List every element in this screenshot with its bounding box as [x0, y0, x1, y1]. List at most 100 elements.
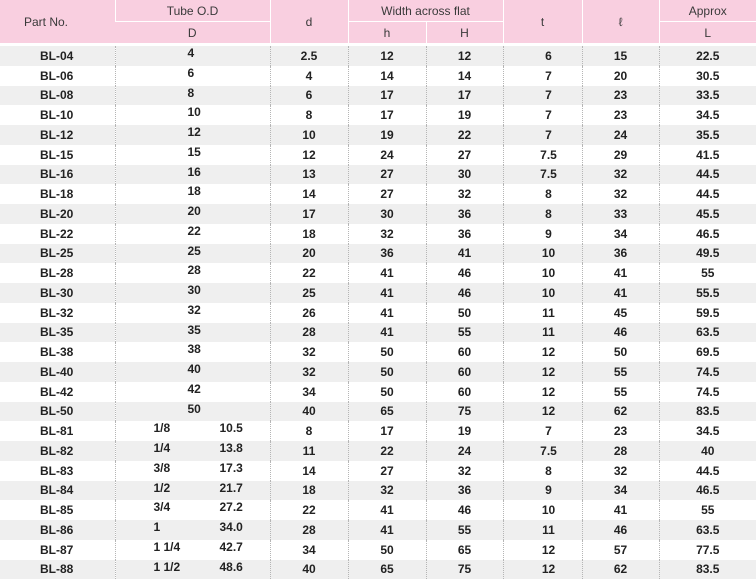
cell-part-no: BL-81	[0, 421, 115, 441]
table-row: BL-84 1/2 21.7 18 32 36 9 34 46.5	[0, 480, 756, 501]
cell-approx-l: 44.5	[658, 460, 756, 481]
table-row: BL-88 1 1/2 48.6 40 65 75 12 62 83.5	[0, 559, 756, 580]
table-row: BL-22 22 18 32 36 9 34 46.5	[0, 223, 756, 244]
cell-tube-od-value: 25	[187, 243, 201, 258]
cell-part-no: BL-30	[0, 283, 115, 303]
cell-h-large: 41	[425, 243, 504, 264]
cell-d: 32	[269, 362, 348, 382]
cell-d: 17	[269, 204, 348, 224]
table-row: BL-87 1 1/4 42.7 34 50 65 12 57 77.5	[0, 539, 756, 560]
cell-l-small: 45	[581, 302, 660, 323]
table-row: BL-82 1/4 13.8 11 22 24 7.5 28 40	[0, 441, 756, 461]
cell-d: 12	[269, 144, 348, 165]
cell-d: 8	[269, 421, 348, 441]
cell-tube-od-inch: 3/4	[153, 500, 171, 515]
cell-tube-od: 35	[114, 322, 270, 343]
table-row: BL-40 40 32 50 60 12 55 74.5	[0, 362, 756, 382]
cell-l-small: 55	[581, 362, 660, 382]
cell-approx-l: 77.5	[658, 539, 756, 560]
cell-part-no: BL-87	[0, 539, 115, 560]
cell-h-large: 75	[425, 401, 504, 422]
header-t: t	[502, 0, 583, 45]
cell-approx-l: 30.5	[658, 65, 756, 86]
cell-t: 7	[502, 125, 583, 145]
cell-d: 22	[269, 500, 348, 520]
header-approx: Approx	[658, 0, 756, 22]
cell-approx-l: 45.5	[658, 204, 756, 224]
cell-part-no: BL-22	[0, 223, 115, 244]
table-row: BL-38 38 32 50 60 12 50 69.5	[0, 342, 756, 362]
cell-approx-l: 46.5	[658, 223, 756, 244]
cell-h-large: 46	[425, 500, 504, 520]
cell-l-small: 50	[581, 342, 660, 362]
cell-tube-od: 50	[114, 401, 270, 422]
cell-t: 12	[502, 362, 583, 382]
cell-h-small: 50	[347, 362, 426, 382]
cell-l-small: 23	[581, 421, 660, 441]
cell-tube-od-value: 38	[187, 342, 201, 357]
cell-h-small: 24	[347, 144, 426, 165]
cell-approx-l: 44.5	[658, 184, 756, 204]
cell-tube-od: 18	[114, 184, 270, 204]
cell-h-large: 27	[425, 144, 504, 165]
cell-t: 8	[502, 204, 583, 224]
cell-approx-l: 35.5	[658, 125, 756, 145]
table-row: BL-42 42 34 50 60 12 55 74.5	[0, 381, 756, 402]
cell-t: 10	[502, 283, 583, 303]
cell-tube-od-value: 22	[187, 223, 201, 238]
cell-tube-od: 1 34.0	[114, 520, 270, 540]
cell-h-small: 50	[347, 342, 426, 362]
table-row: BL-85 3/4 27.2 22 41 46 10 41 55	[0, 500, 756, 520]
header-width-across-flat: Width across flat	[347, 0, 504, 22]
cell-part-no: BL-04	[0, 42, 115, 66]
table-row: BL-50 50 40 65 75 12 62 83.5	[0, 401, 756, 422]
cell-d: 8	[269, 105, 348, 125]
cell-tube-od: 20	[114, 204, 270, 224]
cell-tube-od-value: 18	[187, 184, 201, 199]
cell-tube-od-mm: 48.6	[219, 559, 243, 574]
cell-tube-od: 1/2 21.7	[114, 480, 270, 501]
cell-l-small: 62	[581, 559, 660, 580]
table-row: BL-18 18 14 27 32 8 32 44.5	[0, 184, 756, 204]
cell-h-small: 32	[347, 223, 426, 244]
cell-h-small: 65	[347, 401, 426, 422]
cell-d: 28	[269, 520, 348, 540]
cell-tube-od-value: 4	[187, 46, 195, 60]
cell-t: 12	[502, 381, 583, 402]
cell-d: 28	[269, 322, 348, 343]
cell-h-small: 27	[347, 460, 426, 481]
cell-approx-l: 34.5	[658, 105, 756, 125]
cell-h-small: 27	[347, 164, 426, 185]
cell-approx-l: 69.5	[658, 342, 756, 362]
table-row: BL-15 15 12 24 27 7.5 29 41.5	[0, 144, 756, 165]
cell-l-small: 55	[581, 381, 660, 402]
header-approx-l: L	[658, 21, 756, 45]
cell-tube-od: 22	[114, 223, 270, 244]
cell-t: 7.5	[502, 144, 583, 165]
cell-part-no: BL-42	[0, 381, 115, 402]
table-row: BL-04 4 2.5 12 12 6 15 22.5	[0, 42, 756, 66]
cell-tube-od-value: 28	[187, 263, 201, 278]
cell-d: 18	[269, 223, 348, 244]
cell-tube-od: 25	[114, 243, 270, 264]
cell-h-large: 14	[425, 65, 504, 86]
cell-h-large: 19	[425, 105, 504, 125]
cell-tube-od-value: 12	[187, 125, 201, 139]
cell-l-small: 33	[581, 204, 660, 224]
table-row: BL-86 1 34.0 28 41 55 11 46 63.5	[0, 520, 756, 540]
cell-approx-l: 74.5	[658, 381, 756, 402]
cell-l-small: 46	[581, 322, 660, 343]
cell-approx-l: 34.5	[658, 421, 756, 441]
cell-d: 18	[269, 480, 348, 501]
cell-part-no: BL-16	[0, 164, 115, 185]
header-h-small: h	[347, 21, 426, 45]
cell-tube-od: 1 1/2 48.6	[114, 559, 270, 580]
cell-tube-od: 12	[114, 125, 270, 145]
cell-l-small: 32	[581, 184, 660, 204]
cell-tube-od-mm: 10.5	[219, 421, 243, 436]
cell-l-small: 41	[581, 283, 660, 303]
cell-h-large: 65	[425, 539, 504, 560]
cell-tube-od-mm: 34.0	[219, 520, 243, 534]
cell-l-small: 32	[581, 460, 660, 481]
